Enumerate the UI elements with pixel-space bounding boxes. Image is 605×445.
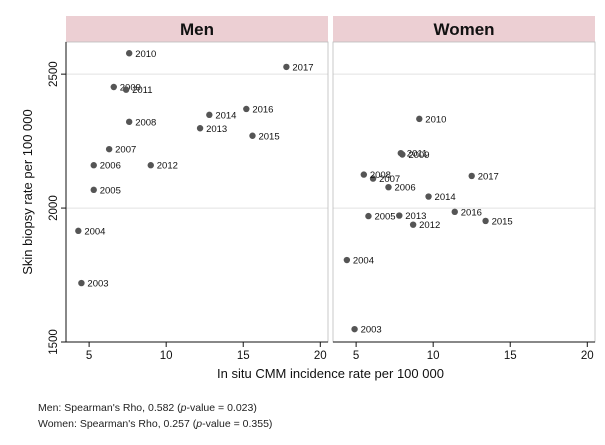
women-point-2004 [343, 256, 351, 264]
men-point-2008 [125, 118, 133, 126]
men-x-tick-label-15: 15 [237, 350, 250, 362]
men-x-tick-label-5: 5 [86, 350, 92, 362]
women-correlation-note: Women: Spearman's Rho, 0.257 (p-value = … [38, 418, 272, 430]
women-point-label-2014: 2014 [435, 192, 456, 203]
men-correlation-note: Men: Spearman's Rho, 0.582 (p-value = 0.… [38, 402, 257, 414]
men-point-2017 [283, 63, 290, 71]
men-note-suffix: -value = 0.023) [186, 402, 257, 414]
men-point-label-2013: 2013 [206, 124, 227, 135]
women-point-label-2005: 2005 [374, 212, 395, 223]
y-tick-label-2500: 2500 [48, 61, 60, 87]
women-point-label-2011: 2011 [407, 149, 427, 160]
women-x-tick-label-10: 10 [427, 350, 440, 362]
men-panel-header [66, 16, 328, 42]
men-x-tick-label-20: 20 [314, 350, 327, 362]
men-point-label-2015: 2015 [258, 131, 279, 142]
men-point-label-2008: 2008 [135, 117, 156, 128]
men-panel-title: Men [180, 20, 214, 39]
men-point-label-2014: 2014 [215, 110, 236, 121]
women-point-2012 [409, 221, 417, 228]
women-point-label-2008: 2008 [370, 170, 391, 181]
women-point-label-2006: 2006 [394, 183, 415, 194]
women-x-tick-label-20: 20 [581, 350, 594, 362]
men-point-label-2010: 2010 [135, 49, 156, 60]
x-axis-title: In situ CMM incidence rate per 100 000 [217, 366, 444, 381]
men-point-2013 [196, 125, 204, 132]
men-point-label-2017: 2017 [292, 62, 313, 73]
women-point-2017 [468, 172, 475, 180]
men-point-2006 [90, 162, 97, 169]
men-point-label-2012: 2012 [157, 161, 178, 172]
women-panel-title: Women [433, 20, 494, 39]
men-x-tick-label-10: 10 [160, 350, 173, 362]
men-point-label-2006: 2006 [100, 161, 121, 172]
women-point-2015 [482, 217, 489, 225]
women-point-2016 [451, 208, 458, 216]
women-point-2007 [369, 175, 377, 182]
women-point-label-2009: 2009 [408, 150, 429, 161]
men-note-prefix: Men: Spearman's Rho, 0.582 ( [38, 402, 181, 414]
women-point-2006 [385, 183, 392, 191]
men-point-label-2011: 2011 [132, 85, 152, 96]
women-point-label-2007: 2007 [379, 174, 400, 185]
women-note-prefix: Women: Spearman's Rho, 0.257 ( [38, 418, 197, 430]
women-panel-header [333, 16, 595, 42]
men-point-label-2003: 2003 [87, 279, 108, 290]
y-axis-title: Skin biopsy rate per 100 000 [20, 109, 35, 275]
y-tick-label-2000: 2000 [48, 195, 60, 221]
y-tick-label-1500: 1500 [48, 329, 60, 355]
women-point-label-2010: 2010 [425, 114, 446, 125]
women-point-2011 [397, 149, 405, 157]
women-point-2014 [425, 193, 432, 200]
men-point-label-2016: 2016 [252, 104, 273, 115]
women-point-label-2012: 2012 [419, 220, 440, 231]
women-point-label-2013: 2013 [405, 211, 426, 222]
men-point-2005 [90, 186, 97, 194]
men-point-label-2007: 2007 [115, 145, 136, 156]
women-point-label-2016: 2016 [461, 207, 482, 218]
men-point-2014 [206, 111, 213, 119]
women-x-tick-label-15: 15 [504, 350, 517, 362]
men-point-2004 [75, 227, 82, 235]
women-x-tick-label-5: 5 [353, 350, 359, 362]
women-point-2010 [416, 115, 423, 123]
men-point-label-2009: 2009 [120, 83, 141, 94]
men-point-2010 [125, 50, 133, 57]
men-point-label-2004: 2004 [84, 226, 105, 237]
women-point-2003 [351, 325, 358, 333]
women-note-suffix: -value = 0.355) [202, 418, 273, 430]
women-point-2013 [396, 212, 403, 219]
men-point-label-2005: 2005 [100, 185, 121, 196]
women-point-2005 [365, 212, 372, 220]
men-point-2003 [78, 279, 85, 287]
men-point-2016 [243, 105, 250, 113]
women-point-label-2015: 2015 [492, 216, 513, 227]
women-point-label-2017: 2017 [478, 171, 499, 182]
men-point-2015 [249, 132, 256, 139]
men-point-2012 [147, 162, 154, 169]
women-note-italic: p [196, 418, 203, 430]
women-plot-frame [332, 41, 596, 343]
men-point-2011 [122, 86, 130, 93]
men-note-italic: p [180, 402, 187, 414]
women-point-2008 [360, 171, 368, 178]
men-point-2009 [110, 83, 117, 91]
women-point-label-2003: 2003 [361, 325, 382, 336]
women-point-label-2004: 2004 [353, 256, 374, 267]
men-point-2007 [105, 145, 113, 153]
